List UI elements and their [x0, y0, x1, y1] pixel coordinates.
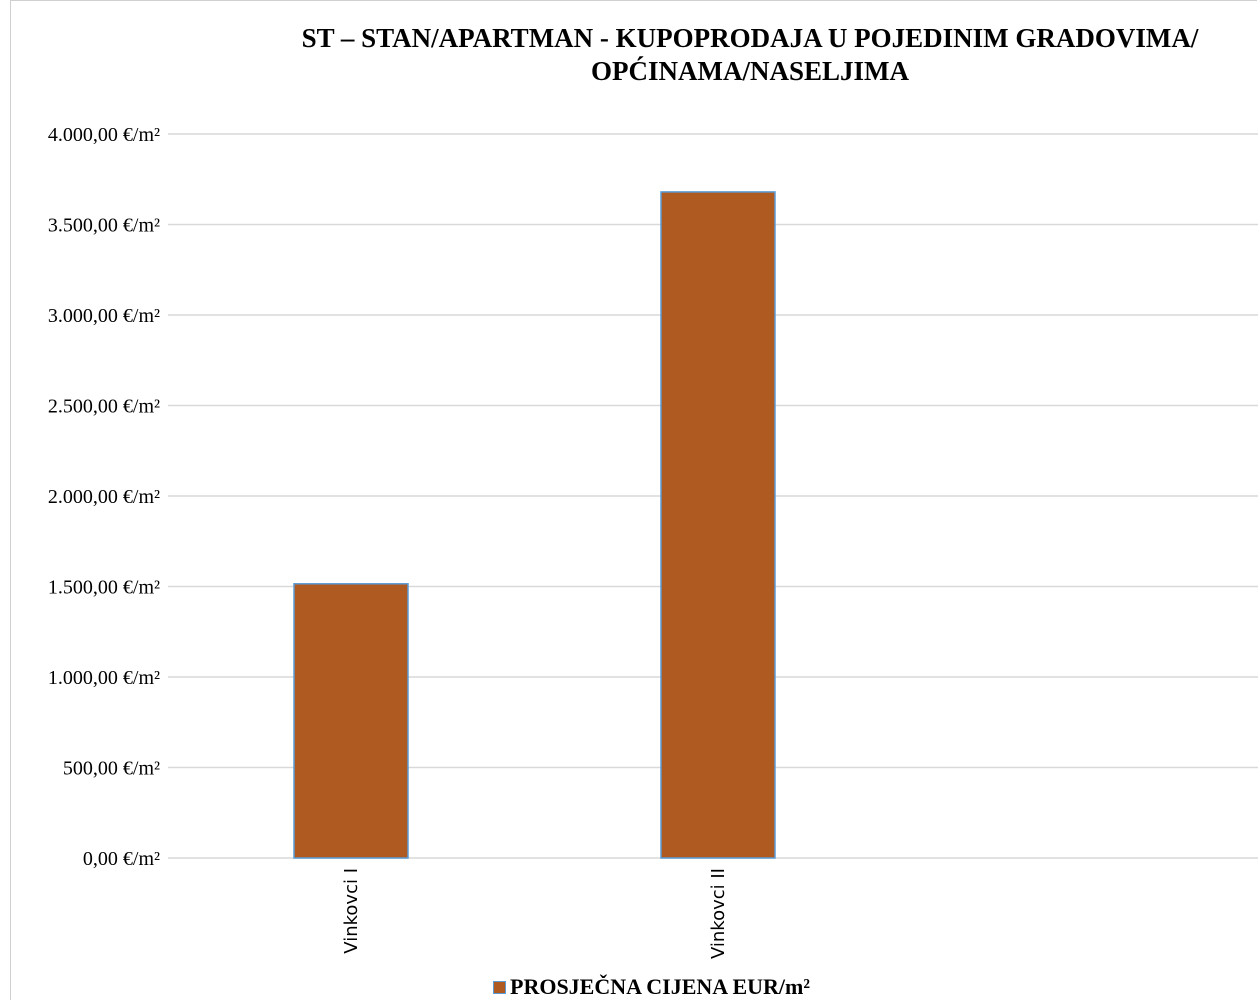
bar [660, 191, 776, 859]
chart-frame [10, 0, 1257, 1000]
y-tick-label: 3.500,00 €/m² [48, 215, 160, 237]
y-tick-label: 4.000,00 €/m² [48, 124, 160, 146]
legend: PROSJEČNA CIJENA EUR/m² [493, 974, 810, 999]
x-category-label: Vinkovci I [341, 868, 362, 954]
legend-label: PROSJEČNA CIJENA EUR/m² [510, 974, 810, 999]
y-tick-label: 1.000,00 €/m² [48, 667, 160, 689]
y-tick-label: 500,00 €/m² [63, 758, 160, 780]
legend-swatch [493, 980, 506, 994]
y-axis-ticks: 0,00 €/m² 500,00 €/m² 1.000,00 €/m² 1.500,0… [48, 124, 160, 870]
bars [293, 191, 776, 859]
chart-title: ST – STAN/APARTMAN - KUPOPRODAJA U POJED… [240, 22, 1258, 88]
chart-title-line-1: ST – STAN/APARTMAN - KUPOPRODAJA U POJED… [301, 23, 1199, 53]
y-tick-label: 0,00 €/m² [83, 848, 160, 870]
chart-title-line-2: OPĆINAMA/NASELJIMA [590, 56, 909, 86]
y-tick-label: 2.000,00 €/m² [48, 486, 160, 508]
y-tick-label: 1.500,00 €/m² [48, 577, 160, 599]
x-axis-categories: Vinkovci I Vinkovci II [341, 868, 729, 959]
y-tick-label: 3.000,00 €/m² [48, 305, 160, 327]
y-tick-label: 2.500,00 €/m² [48, 396, 160, 418]
x-category-label: Vinkovci II [708, 868, 729, 959]
bar [293, 583, 409, 859]
